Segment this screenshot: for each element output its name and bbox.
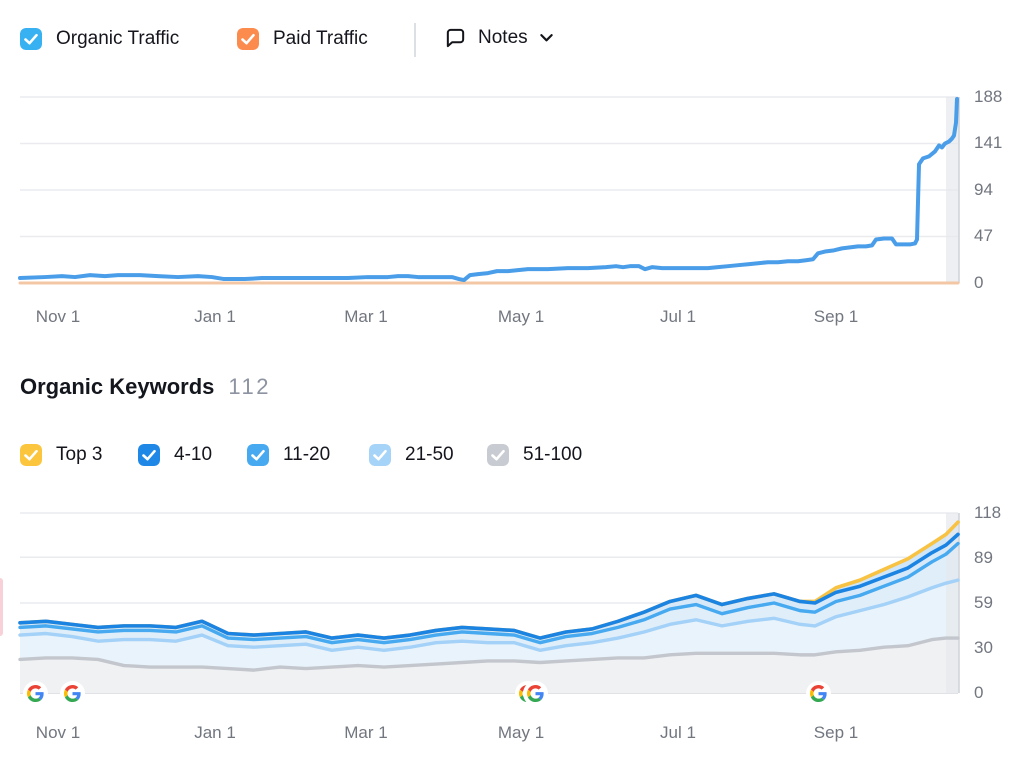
- notes-dropdown[interactable]: Notes: [444, 26, 554, 49]
- top3-checkbox-icon: [20, 444, 42, 466]
- paid-traffic-toggle[interactable]: Paid Traffic: [237, 27, 368, 51]
- legend-51-100-toggle[interactable]: 51-100: [487, 443, 582, 467]
- legend-4-10-toggle[interactable]: 4-10: [138, 443, 212, 467]
- keywords-xtick-sep1: Sep 1: [813, 723, 859, 742]
- keywords-ytick-30: 30: [974, 638, 993, 657]
- traffic-xtick-mar1: Mar 1: [344, 307, 388, 326]
- keywords-legend: Top 3 4-10 11-20 21-50: [0, 443, 1024, 469]
- keywords-xtick-nov1: Nov 1: [35, 723, 81, 742]
- pos21-50-checkbox-icon: [369, 444, 391, 466]
- paid-traffic-label: Paid Traffic: [273, 28, 368, 49]
- traffic-xtick-jul1: Jul 1: [660, 307, 696, 326]
- legend-11-20-toggle[interactable]: 11-20: [247, 443, 330, 467]
- keywords-ytick-89: 89: [974, 548, 993, 567]
- keywords-xtick-jul1: Jul 1: [660, 723, 696, 742]
- keywords-ytick-59: 59: [974, 593, 993, 612]
- left-edge-clipped-marker: [0, 578, 3, 636]
- organic-keywords-heading: Organic Keywords 112: [20, 374, 271, 400]
- organic-traffic-checkbox-icon: [20, 28, 42, 50]
- google-note-icon[interactable]: [25, 683, 46, 704]
- organic-traffic-toggle[interactable]: Organic Traffic: [20, 27, 179, 51]
- pos4-10-checkbox-icon: [138, 444, 160, 466]
- google-note-icon[interactable]: [808, 683, 829, 704]
- google-note-icon[interactable]: [62, 683, 83, 704]
- keywords-xtick-may1: May 1: [497, 723, 545, 742]
- legend-51-100-label: 51-100: [523, 444, 583, 465]
- chevron-down-icon: [539, 34, 553, 42]
- organic-keywords-title: Organic Keywords: [20, 374, 215, 399]
- keywords-xtick-jan1: Jan 1: [194, 723, 236, 742]
- traffic-xtick-may1: May 1: [497, 307, 545, 326]
- keywords-ytick-0: 0: [974, 683, 984, 702]
- traffic-ytick-188: 188: [974, 87, 1003, 106]
- legend-11-20-label: 11-20: [283, 444, 331, 465]
- keywords-ytick-118: 118: [974, 503, 1002, 522]
- traffic-ytick-47: 47: [974, 226, 993, 245]
- notes-label: Notes: [478, 26, 528, 48]
- legend-4-10-label: 4-10: [174, 444, 213, 465]
- traffic-ytick-0: 0: [974, 273, 984, 292]
- traffic-xtick-jan1: Jan 1: [194, 307, 236, 326]
- google-note-icon[interactable]: [525, 683, 546, 704]
- traffic-xtick-sep1: Sep 1: [813, 307, 859, 326]
- pos11-20-checkbox-icon: [247, 444, 269, 466]
- traffic-ytick-94: 94: [974, 180, 993, 199]
- legend-top3-toggle[interactable]: Top 3: [20, 443, 102, 467]
- chart-toolbar: Organic Traffic Paid Traffic Notes: [0, 23, 1024, 57]
- legend-top3-label: Top 3: [56, 444, 103, 465]
- organic-traffic-label: Organic Traffic: [56, 28, 180, 49]
- legend-21-50-label: 21-50: [405, 444, 454, 465]
- organic-keywords-count: 112: [228, 374, 271, 399]
- keywords-xtick-mar1: Mar 1: [344, 723, 388, 742]
- traffic-ytick-141: 141: [974, 133, 1003, 152]
- notes-icon: [446, 28, 465, 48]
- google-note-icon[interactable]: [517, 683, 538, 704]
- legend-21-50-toggle[interactable]: 21-50: [369, 443, 454, 467]
- paid-traffic-checkbox-icon: [237, 28, 259, 50]
- toolbar-divider: [414, 23, 416, 57]
- pos51-100-checkbox-icon: [487, 444, 509, 466]
- traffic-xtick-nov1: Nov 1: [35, 307, 81, 326]
